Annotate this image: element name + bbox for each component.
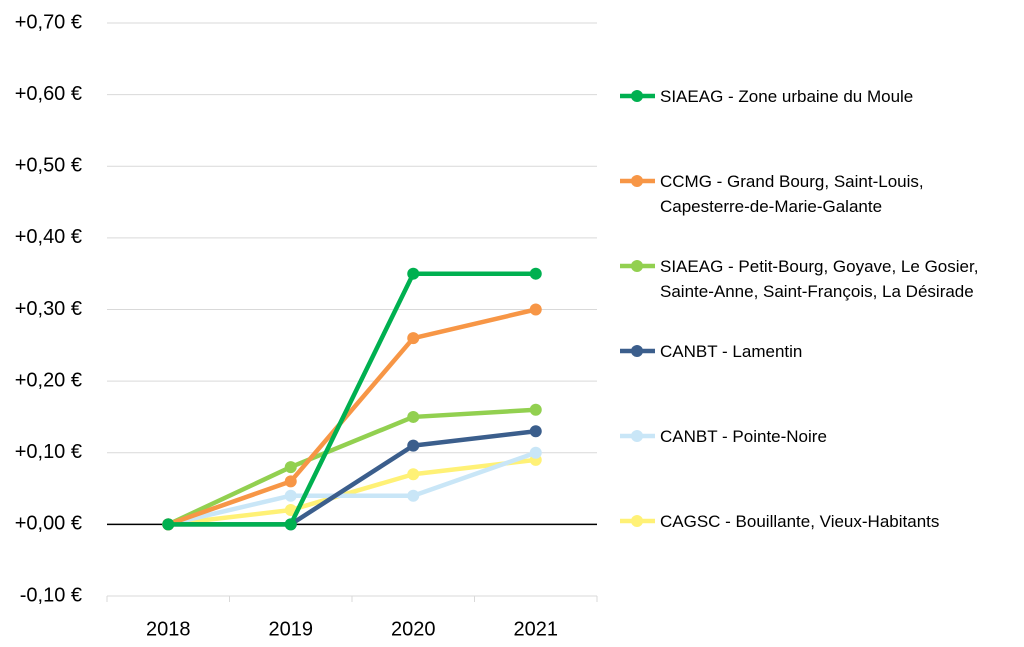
y-tick-label: +0,70 € [15,11,82,33]
legend-marker [631,175,643,187]
y-tick-label: +0,10 € [15,441,82,463]
x-tick-label: 2020 [391,618,436,640]
data-point [162,518,175,531]
data-point [407,468,420,481]
legend-marker [631,260,643,272]
x-tick-label: 2019 [269,618,314,640]
series-line [167,307,537,527]
data-point [284,461,297,474]
series-line [168,271,536,527]
legend-label: CANBT - Lamentin [660,341,803,361]
legend-label: SIAEAG - Zone urbaine du Moule [660,86,914,106]
legend-label: CAGSC - Bouillante, Vieux-Habitants [660,511,940,531]
legend-marker [631,515,643,527]
y-tick-label: +0,20 € [15,369,82,391]
data-point [407,410,420,423]
data-point [529,425,542,438]
y-tick-label: +0,60 € [15,83,82,105]
legend-marker [631,90,643,102]
x-tick-label: 2018 [146,618,191,640]
x-tick-label: 2021 [514,618,559,640]
legend-label: CCMG - Grand Bourg, Saint-Louis, Capeste… [660,171,924,216]
series-line [167,407,536,527]
series-line [167,457,537,527]
data-point [529,403,542,416]
data-point [284,475,297,488]
y-tick-label: +0,30 € [15,298,82,320]
data-point [284,504,297,517]
y-tick-label: +0,00 € [15,513,82,535]
data-point [407,439,420,452]
data-point [529,446,542,459]
data-point [407,489,420,502]
data-point [284,489,297,502]
data-point [407,332,420,345]
legend-label: CANBT - Pointe-Noire [660,426,827,446]
legend-marker [631,345,643,357]
y-tick-label: -0,10 € [20,584,82,606]
data-point [529,267,542,280]
legend-label: SIAEAG - Petit-Bourg, Goyave, Le Gosier,… [660,256,979,301]
y-tick-label: +0,50 € [15,155,82,177]
data-point [529,303,542,316]
data-point [284,518,297,531]
y-tick-label: +0,40 € [15,226,82,248]
data-point [407,267,420,280]
series-line [167,450,537,527]
legend-marker [631,430,643,442]
